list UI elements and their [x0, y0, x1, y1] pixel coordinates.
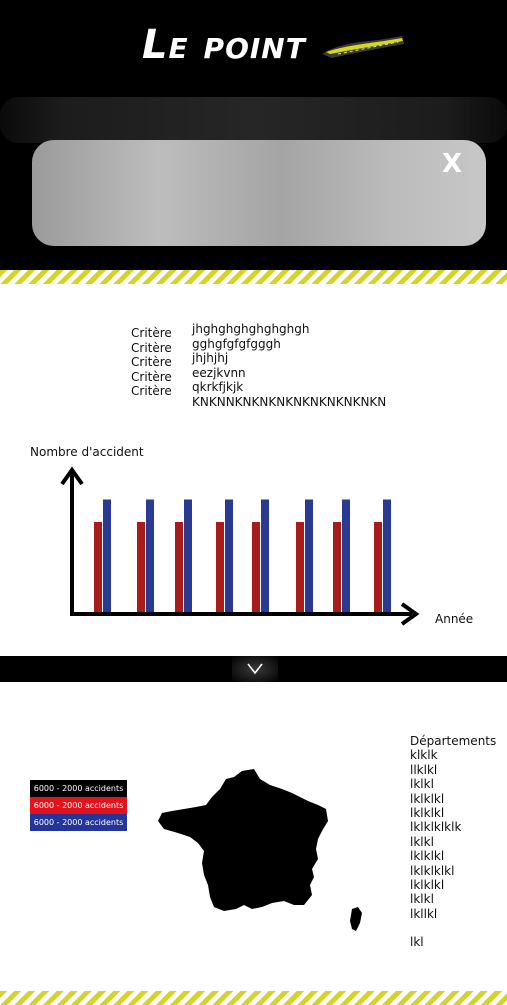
bar-series-1: [374, 522, 382, 612]
criteria-labels: Critère Critère Critère Critère Critère: [131, 326, 172, 399]
bar-series-2: [383, 499, 391, 612]
departement-item[interactable]: lklkl: [410, 834, 434, 849]
hazard-stripe-bottom: [0, 991, 507, 1005]
bar-series-1: [175, 522, 183, 612]
bar-series-1: [94, 522, 102, 612]
close-button[interactable]: X: [440, 150, 464, 178]
legend-item: 6000 - 2000 accidents: [30, 797, 127, 814]
criteria-values: jhghghghghghghgh gghgfgfgfgggh jhjhjhj e…: [192, 322, 386, 409]
criteria-label: Critère: [131, 355, 172, 369]
top-bar: [0, 97, 507, 143]
bar-series-2: [184, 499, 192, 612]
criteria-label: Critère: [131, 340, 172, 355]
chart-x-axis-label: Année: [435, 612, 474, 626]
criteria-value: jhjhjhj: [192, 351, 229, 365]
bar-series-1: [252, 522, 260, 612]
header: Le point X: [0, 0, 507, 270]
road-swoosh-icon: [322, 36, 404, 58]
departement-item[interactable]: lklklkl: [410, 849, 445, 864]
departements-list: Départements klklk llklkl lklkl lklklkl …: [410, 734, 496, 950]
criteria-value: eezjkvnn: [192, 365, 246, 380]
scroll-down-button[interactable]: [232, 656, 278, 682]
y-axis-arrow: [60, 466, 84, 486]
departement-item[interactable]: lkl: [410, 935, 424, 950]
bar-series-2: [342, 499, 350, 612]
hazard-stripe-top: [0, 270, 507, 284]
departement-item[interactable]: lklklkl: [410, 806, 445, 821]
departements-title: Départements: [410, 734, 497, 748]
corsica-shape: [350, 907, 362, 931]
criteria-value: KNKNNKNKNKNKNKNKNKNKNKN: [192, 394, 387, 409]
departement-item[interactable]: lklklklklk: [410, 820, 462, 835]
criteria-label: Critère: [131, 369, 172, 384]
chart-y-axis-label: Nombre d'accident: [30, 445, 144, 459]
logo[interactable]: Le point: [0, 18, 507, 78]
criteria-label: Critère: [131, 384, 172, 398]
legend-item: 6000 - 2000 accidents: [30, 780, 127, 797]
criteria-value: gghgfgfgfgggh: [192, 336, 281, 351]
departement-item[interactable]: lklkl: [410, 777, 434, 792]
bar-series-1: [333, 522, 341, 612]
bar-series-2: [103, 499, 111, 612]
departement-item[interactable]: lklklkl: [410, 791, 445, 806]
accident-bar-chart: [60, 466, 420, 626]
criteria-value: qkrkfjkjk: [192, 380, 244, 394]
france-map[interactable]: [150, 765, 370, 940]
departement-item[interactable]: lklkl: [410, 892, 434, 907]
mainland-france-shape: [158, 769, 328, 911]
bar-series-2: [305, 499, 313, 612]
bar-series-2: [225, 499, 233, 612]
bar-series-1: [137, 522, 145, 612]
departement-item[interactable]: lklklkl: [410, 878, 445, 893]
map-legend: 6000 - 2000 accidents 6000 - 2000 accide…: [30, 780, 127, 831]
departement-item[interactable]: klklk: [410, 748, 438, 763]
bar-series-1: [296, 522, 304, 612]
search-panel[interactable]: [32, 140, 486, 246]
departement-item[interactable]: lklklklkl: [410, 863, 455, 878]
bar-series-2: [146, 499, 154, 612]
close-icon: X: [441, 149, 463, 179]
logo-text: Le point: [142, 22, 306, 68]
chevron-down-icon: [247, 663, 263, 675]
departement-item[interactable]: llklkl: [410, 762, 438, 777]
departement-item[interactable]: lkllkl: [410, 906, 438, 921]
legend-item: 6000 - 2000 accidents: [30, 814, 127, 831]
bar-series-2: [261, 499, 269, 612]
criteria-label: Critère: [131, 326, 172, 340]
x-axis-arrow: [400, 602, 420, 626]
criteria-value: jhghghghghghghgh: [192, 322, 310, 336]
bar-series-1: [216, 522, 224, 612]
list-spacer: [410, 921, 496, 935]
